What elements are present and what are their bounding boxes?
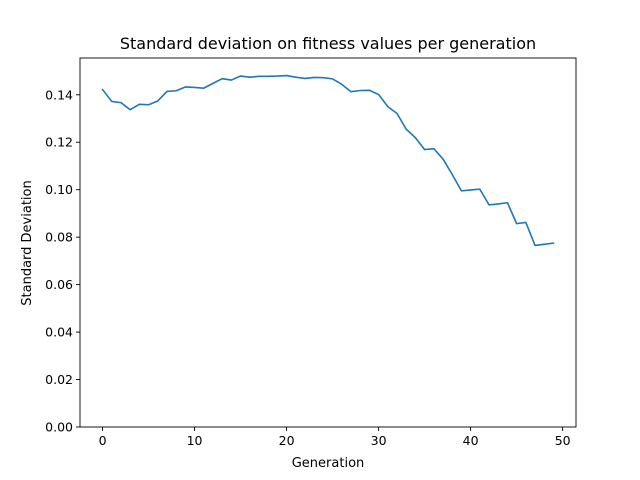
x-tick-label: 20 (279, 433, 295, 448)
y-axis-label: Standard Deviation (20, 180, 35, 305)
y-tick-label: 0.10 (45, 182, 73, 197)
y-tick-label: 0.06 (45, 277, 73, 292)
series-line-0 (101, 74, 555, 247)
y-tick-label: 0.04 (45, 325, 73, 340)
x-tick-label: 30 (371, 433, 387, 448)
y-tick-label: 0.00 (45, 420, 73, 435)
x-tick-label: 50 (555, 433, 571, 448)
axes-frame (79, 57, 577, 428)
plot-area: 0 10 20 30 40 50 0.00 0.02 0.04 0.06 0.08 0.10 0.12 0… (45, 57, 577, 448)
x-tick-label: 40 (463, 433, 479, 448)
y-tick-label: 0.02 (45, 372, 73, 387)
x-tick-label: 0 (99, 433, 107, 448)
y-tick-label: 0.12 (45, 135, 73, 150)
x-tick-label: 10 (187, 433, 203, 448)
chart-title: Standard deviation on fitness values per… (120, 34, 536, 53)
y-tick-label: 0.14 (45, 87, 73, 102)
x-axis-label: Generation (292, 456, 365, 471)
y-tick-label: 0.08 (45, 230, 73, 245)
